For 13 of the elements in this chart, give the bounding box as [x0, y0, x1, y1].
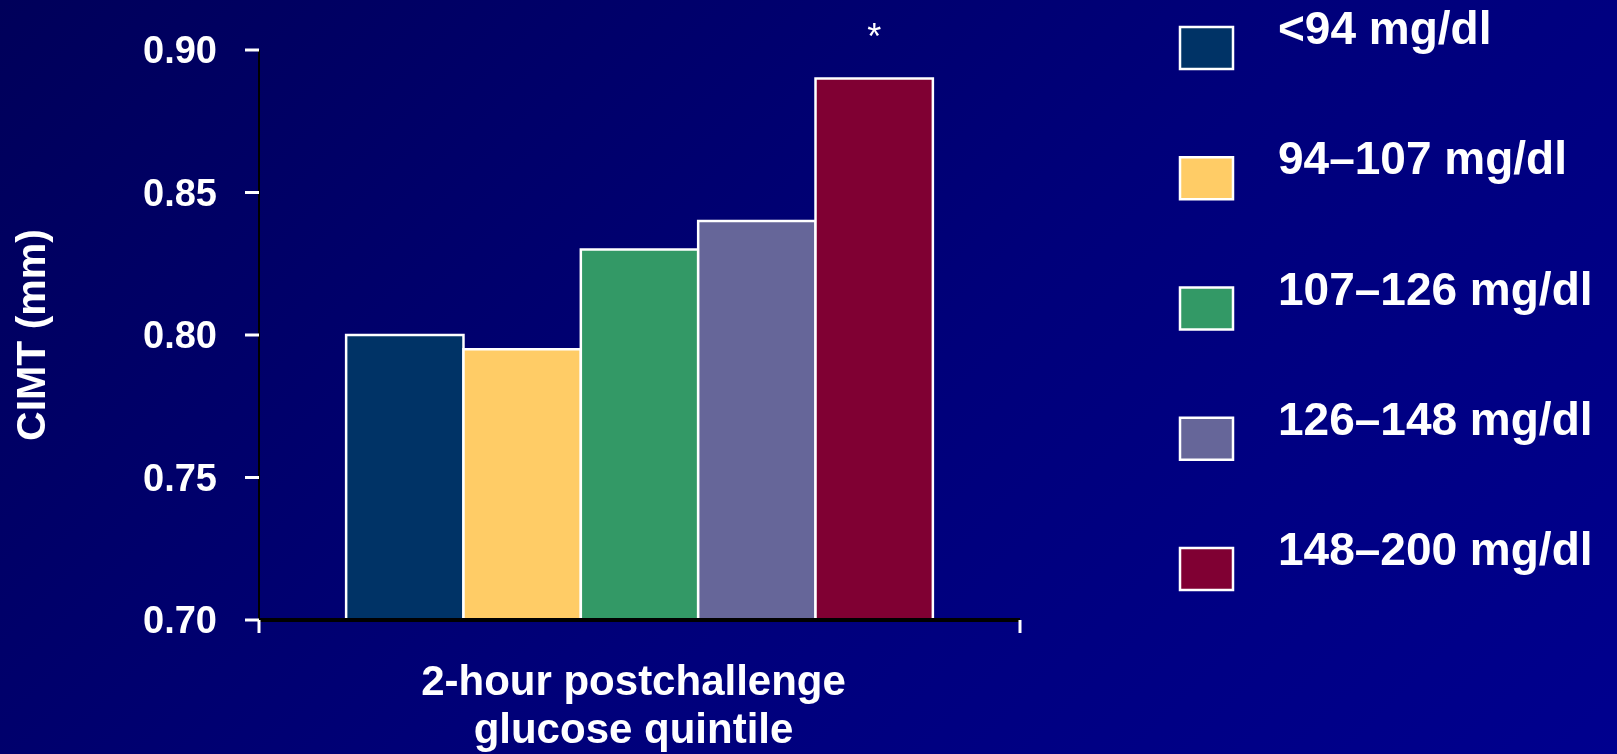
legend-label: 94–107 mg/dl: [1278, 132, 1567, 185]
y-tick-label: 0.90: [143, 29, 217, 71]
y-tick-label: 0.80: [143, 314, 217, 356]
y-tick-label: 0.85: [143, 171, 217, 214]
y-tick-label: 0.75: [143, 456, 217, 499]
legend-label: 148–200 mg/dl: [1278, 523, 1593, 575]
legend-label: <94 mg/dl: [1278, 2, 1492, 54]
annotation: *: [867, 15, 882, 57]
y-tick-label: 0.70: [143, 599, 217, 641]
x-axis-title: 2-hour postchallenge glucose quintile: [421, 657, 846, 752]
legend-label: 126–148 mg/dl: [1278, 392, 1593, 445]
y-axis-title: CIMT (mm): [8, 229, 54, 441]
legend-label: 107–126 mg/dl: [1278, 262, 1593, 315]
